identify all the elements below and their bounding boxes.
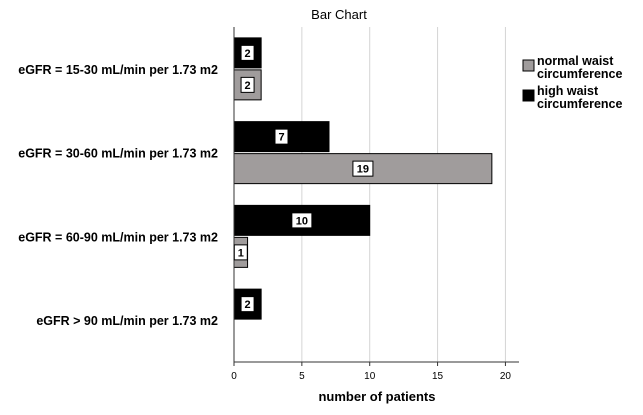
data-label-box bbox=[291, 212, 313, 229]
data-label: 1 bbox=[238, 247, 244, 259]
x-tick-label: 5 bbox=[299, 371, 305, 382]
x-tick-label: 10 bbox=[364, 371, 376, 382]
legend-label: circumference bbox=[537, 67, 623, 81]
data-label-box bbox=[240, 76, 255, 93]
category-label: eGFR = 30-60 mL/min per 1.73 m2 bbox=[18, 147, 218, 161]
category-label: eGFR > 90 mL/min per 1.73 m2 bbox=[36, 314, 218, 328]
legend-swatch bbox=[522, 89, 535, 102]
category-label: eGFR = 60-90 mL/min per 1.73 m2 bbox=[18, 230, 218, 244]
legend-label: normal waist bbox=[537, 54, 614, 68]
data-label: 2 bbox=[245, 299, 251, 311]
labels: Bar Chart 2 2 eGFR = 15-30 mL/min per 1.73 … bbox=[18, 7, 511, 404]
x-axis-label: number of patients bbox=[318, 389, 435, 404]
data-label-box bbox=[274, 128, 289, 145]
data-label: 7 bbox=[278, 132, 284, 144]
gridlines bbox=[301, 27, 506, 362]
axes bbox=[233, 27, 519, 366]
data-label-box bbox=[352, 160, 374, 177]
data-label: 2 bbox=[245, 80, 251, 92]
data-label-box bbox=[240, 44, 255, 61]
category-label: eGFR = 15-30 mL/min per 1.73 m2 bbox=[18, 63, 218, 77]
legend-label: high waist bbox=[537, 84, 599, 98]
bars bbox=[233, 37, 493, 320]
x-tick-label: 15 bbox=[432, 371, 444, 382]
legend-label: circumference bbox=[537, 97, 623, 111]
bar bbox=[233, 121, 330, 153]
chart-title: Bar Chart bbox=[311, 7, 367, 22]
legend-swatch bbox=[522, 59, 535, 72]
data-label-box bbox=[233, 244, 248, 261]
data-label: 19 bbox=[357, 164, 369, 176]
data-label: 2 bbox=[245, 48, 251, 60]
data-label: 10 bbox=[296, 215, 308, 227]
x-tick-label: 20 bbox=[500, 371, 512, 382]
data-label-box bbox=[240, 296, 255, 313]
x-tick-label: 0 bbox=[231, 371, 237, 382]
